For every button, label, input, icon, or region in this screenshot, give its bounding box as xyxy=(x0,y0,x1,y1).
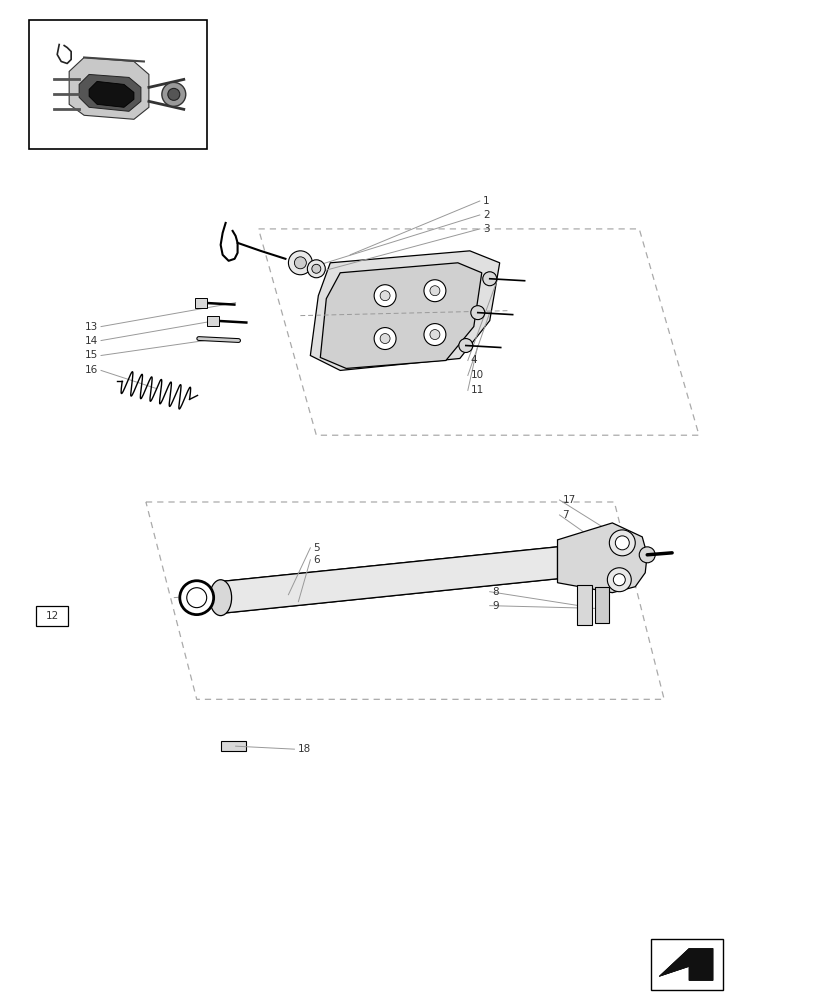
Circle shape xyxy=(423,324,446,346)
Circle shape xyxy=(374,285,395,307)
Circle shape xyxy=(168,88,179,100)
Bar xyxy=(207,316,218,326)
Polygon shape xyxy=(89,81,134,107)
Text: 16: 16 xyxy=(84,365,98,375)
Circle shape xyxy=(380,291,390,301)
Circle shape xyxy=(288,251,312,275)
Text: 4: 4 xyxy=(471,355,477,365)
Bar xyxy=(650,939,722,990)
Text: 11: 11 xyxy=(471,385,484,395)
Text: 1: 1 xyxy=(482,196,489,206)
Bar xyxy=(194,298,207,308)
Circle shape xyxy=(187,588,207,608)
Bar xyxy=(29,20,207,149)
Text: 9: 9 xyxy=(492,601,499,611)
Circle shape xyxy=(458,339,472,352)
Circle shape xyxy=(179,581,213,615)
Polygon shape xyxy=(69,57,149,119)
Text: 6: 6 xyxy=(313,555,319,565)
Polygon shape xyxy=(218,547,557,614)
Circle shape xyxy=(609,530,634,556)
Bar xyxy=(36,606,68,626)
Bar xyxy=(220,741,246,751)
Polygon shape xyxy=(320,263,481,368)
Circle shape xyxy=(307,260,325,278)
Circle shape xyxy=(374,328,395,350)
Text: 2: 2 xyxy=(482,210,489,220)
Text: 14: 14 xyxy=(84,336,98,346)
Ellipse shape xyxy=(209,580,232,616)
Text: 17: 17 xyxy=(562,495,575,505)
Text: 13: 13 xyxy=(84,322,98,332)
Circle shape xyxy=(429,286,439,296)
Text: 10: 10 xyxy=(471,370,483,380)
Circle shape xyxy=(161,82,185,106)
Circle shape xyxy=(312,264,320,273)
Circle shape xyxy=(294,257,306,269)
Text: 12: 12 xyxy=(45,611,59,621)
Polygon shape xyxy=(310,251,500,370)
Circle shape xyxy=(482,272,496,286)
Text: 18: 18 xyxy=(297,744,310,754)
Circle shape xyxy=(423,280,446,302)
Bar xyxy=(595,587,609,623)
Polygon shape xyxy=(658,948,712,980)
Circle shape xyxy=(613,574,624,586)
Bar xyxy=(576,585,591,625)
Circle shape xyxy=(471,306,484,320)
Circle shape xyxy=(638,547,654,563)
Text: 15: 15 xyxy=(84,350,98,360)
Text: 3: 3 xyxy=(482,224,489,234)
Text: 7: 7 xyxy=(562,510,568,520)
Polygon shape xyxy=(557,523,647,593)
Polygon shape xyxy=(79,74,141,111)
Circle shape xyxy=(607,568,630,592)
Text: 8: 8 xyxy=(492,587,499,597)
Circle shape xyxy=(429,330,439,340)
Circle shape xyxy=(380,334,390,344)
Circle shape xyxy=(614,536,629,550)
Text: 5: 5 xyxy=(313,543,319,553)
